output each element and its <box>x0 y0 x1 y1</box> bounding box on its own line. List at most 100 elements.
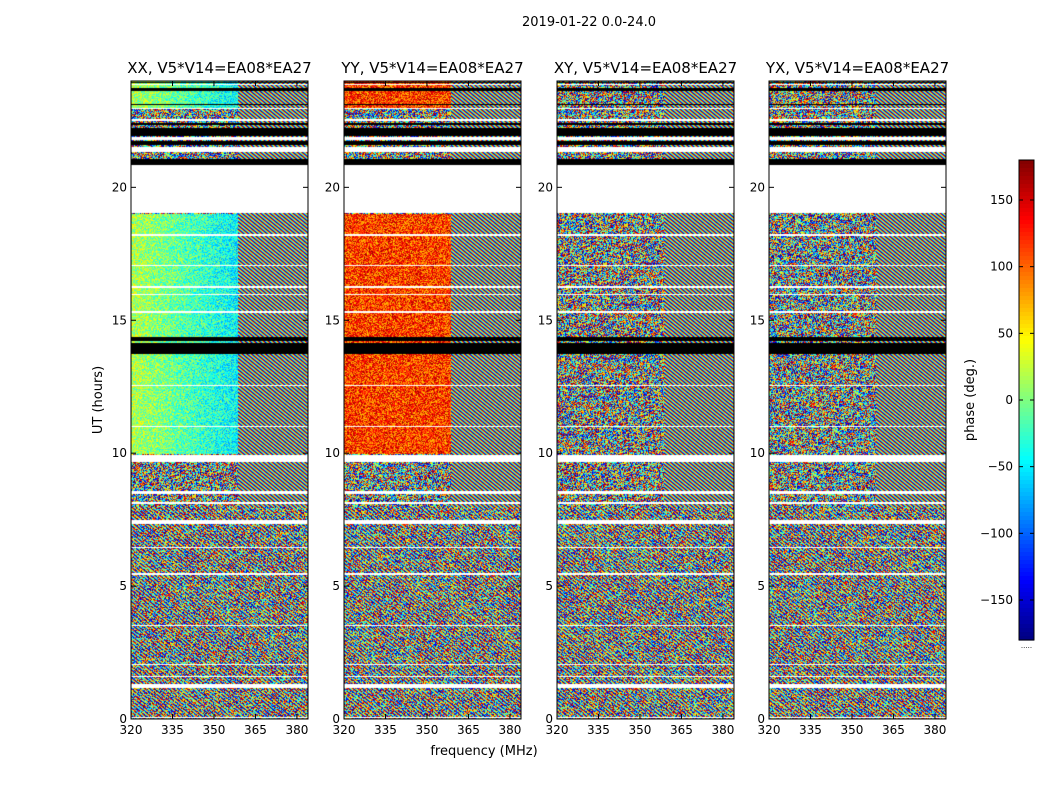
colorbar-segment <box>1019 260 1034 265</box>
colorbar-segment <box>1019 184 1034 189</box>
colorbar-segment <box>1019 332 1034 337</box>
colorbar-segment <box>1019 428 1034 433</box>
x-tick-label: 320 <box>546 723 569 737</box>
colorbar-segment <box>1019 212 1034 217</box>
colorbar-segment <box>1019 172 1034 177</box>
panel-title: YX, V5*V14=EA08*EA27 <box>765 59 949 77</box>
colorbar-segment <box>1019 632 1034 637</box>
colorbar-segment <box>1019 608 1034 613</box>
colorbar-segment <box>1019 288 1034 293</box>
y-tick-label: 10 <box>750 446 765 460</box>
y-tick-label: 10 <box>112 446 127 460</box>
phase-heatmap <box>557 81 734 719</box>
colorbar-segment <box>1019 236 1034 241</box>
colorbar-tick-label: 100 <box>990 260 1013 274</box>
colorbar-segment <box>1019 500 1034 505</box>
colorbar-segment <box>1019 424 1034 429</box>
colorbar-segment <box>1019 352 1034 357</box>
colorbar-segment <box>1019 516 1034 521</box>
colorbar-segment <box>1019 420 1034 425</box>
colorbar-segment <box>1019 304 1034 309</box>
x-tick-label: 365 <box>244 723 267 737</box>
colorbar-segment <box>1019 432 1034 437</box>
colorbar-segment <box>1019 336 1034 341</box>
colorbar-segment <box>1019 372 1034 377</box>
colorbar-segment <box>1019 380 1034 385</box>
colorbar-segment <box>1019 264 1034 269</box>
colorbar-tick-label: −150 <box>980 593 1013 607</box>
x-tick-label: 365 <box>457 723 480 737</box>
colorbar-tick-label: 50 <box>998 326 1013 340</box>
panel-title: XX, V5*V14=EA08*EA27 <box>127 59 311 77</box>
colorbar-segment <box>1019 284 1034 289</box>
colorbar: −150 −100 −50 0 50 100 150..... <box>980 159 1035 650</box>
colorbar-under-label: ..... <box>1021 642 1032 650</box>
colorbar-segment <box>1019 192 1034 197</box>
colorbar-segment <box>1019 480 1034 485</box>
colorbar-segment <box>1019 488 1034 493</box>
y-axis-label: UT (hours) <box>91 366 106 434</box>
axes-frame <box>768 80 947 720</box>
colorbar-segment <box>1019 164 1034 169</box>
colorbar-segment <box>1019 248 1034 253</box>
colorbar-segment <box>1019 392 1034 397</box>
colorbar-segment <box>1019 308 1034 313</box>
colorbar-segment <box>1019 536 1034 541</box>
x-tick-label: 335 <box>587 723 610 737</box>
y-tick-label: 15 <box>538 313 553 327</box>
y-tick-label: 20 <box>750 180 765 194</box>
colorbar-segment <box>1019 568 1034 573</box>
colorbar-segment <box>1019 204 1034 209</box>
colorbar-segment <box>1019 588 1034 593</box>
colorbar-segment <box>1019 180 1034 185</box>
colorbar-segment <box>1019 520 1034 525</box>
colorbar-segment <box>1019 636 1034 641</box>
y-tick-label: 5 <box>332 579 340 593</box>
colorbar-segment <box>1019 292 1034 297</box>
colorbar-segment <box>1019 508 1034 513</box>
colorbar-segment <box>1019 476 1034 481</box>
colorbar-segment <box>1019 468 1034 473</box>
colorbar-segment <box>1019 220 1034 225</box>
colorbar-segment <box>1019 244 1034 249</box>
colorbar-segment <box>1019 448 1034 453</box>
colorbar-segment <box>1019 408 1034 413</box>
colorbar-segment <box>1019 592 1034 597</box>
colorbar-segment <box>1019 456 1034 461</box>
colorbar-segment <box>1019 532 1034 537</box>
colorbar-segment <box>1019 624 1034 629</box>
colorbar-segment <box>1019 512 1034 517</box>
y-tick-label: 0 <box>332 712 340 726</box>
colorbar-segment <box>1019 564 1034 569</box>
colorbar-segment <box>1019 276 1034 281</box>
colorbar-segment <box>1019 552 1034 557</box>
colorbar-tick-label: 0 <box>1005 393 1013 407</box>
colorbar-segment <box>1019 600 1034 605</box>
colorbar-segment <box>1019 396 1034 401</box>
colorbar-segment <box>1019 388 1034 393</box>
colorbar-segment <box>1019 272 1034 277</box>
colorbar-segment <box>1019 572 1034 577</box>
x-tick-label: 350 <box>203 723 226 737</box>
colorbar-segment <box>1019 400 1034 405</box>
colorbar-segment <box>1019 344 1034 349</box>
y-tick-label: 0 <box>119 712 127 726</box>
colorbar-tick-label: −50 <box>988 460 1013 474</box>
colorbar-segment <box>1019 280 1034 285</box>
y-tick-label: 20 <box>325 180 340 194</box>
figure-suptitle: 2019-01-22 0.0-24.0 <box>522 15 656 30</box>
colorbar-segment <box>1019 228 1034 233</box>
colorbar-segment <box>1019 620 1034 625</box>
colorbar-segment <box>1019 472 1034 477</box>
colorbar-segment <box>1019 316 1034 321</box>
colorbar-segment <box>1019 328 1034 333</box>
colorbar-segment <box>1019 560 1034 565</box>
axes-frame <box>343 80 522 720</box>
colorbar-segment <box>1019 324 1034 329</box>
colorbar-segment <box>1019 556 1034 561</box>
colorbar-segment <box>1019 160 1034 165</box>
phase-heatmap <box>769 81 946 719</box>
colorbar-label: phase (deg.) <box>963 359 978 441</box>
colorbar-tick-label: −100 <box>980 526 1013 540</box>
